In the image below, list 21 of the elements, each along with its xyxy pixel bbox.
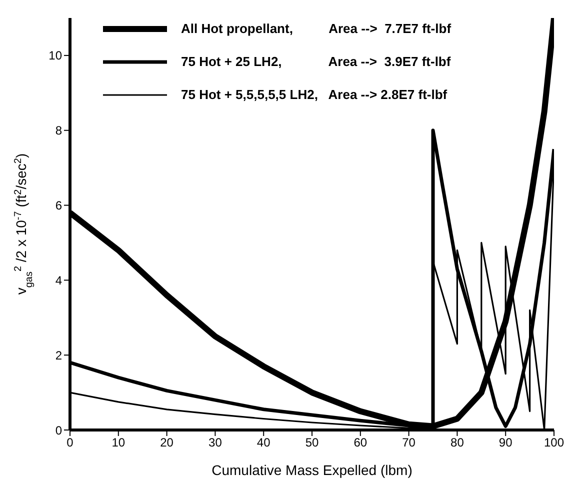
x-tick-label: 0: [66, 436, 74, 450]
x-tick-label: 70: [402, 436, 416, 450]
y-tick-label: 10: [48, 48, 62, 63]
y-tick-label: 8: [55, 124, 62, 138]
x-tick-label: 50: [305, 436, 319, 450]
x-tick-label: 60: [354, 436, 368, 450]
y-tick-label: 2: [55, 348, 62, 362]
x-tick-label: 20: [160, 436, 174, 450]
y-tick-label: 4: [55, 273, 62, 288]
x-tick-label: 100: [544, 436, 564, 450]
legend-label: All Hot propellant, Area --> 7.7E7 ft-lbf: [181, 21, 452, 36]
x-tick-label: 40: [256, 436, 271, 450]
x-tick-label: 90: [498, 436, 513, 450]
legend-label: 75 Hot + 25 LH2, Area --> 3.9E7 ft-lbf: [181, 54, 451, 69]
x-tick-label: 10: [112, 436, 126, 450]
y-tick-label: 6: [55, 198, 62, 213]
legend-label: 75 Hot + 5,5,5,5,5 LH2, Area --> 2.8E7 ft-lbf: [181, 87, 448, 102]
x-tick-label: 30: [208, 436, 222, 450]
x-tick-label: 80: [450, 436, 464, 450]
x-axis-title: Cumulative Mass Expelled (lbm): [212, 462, 412, 478]
y-tick-label: 0: [55, 423, 62, 438]
